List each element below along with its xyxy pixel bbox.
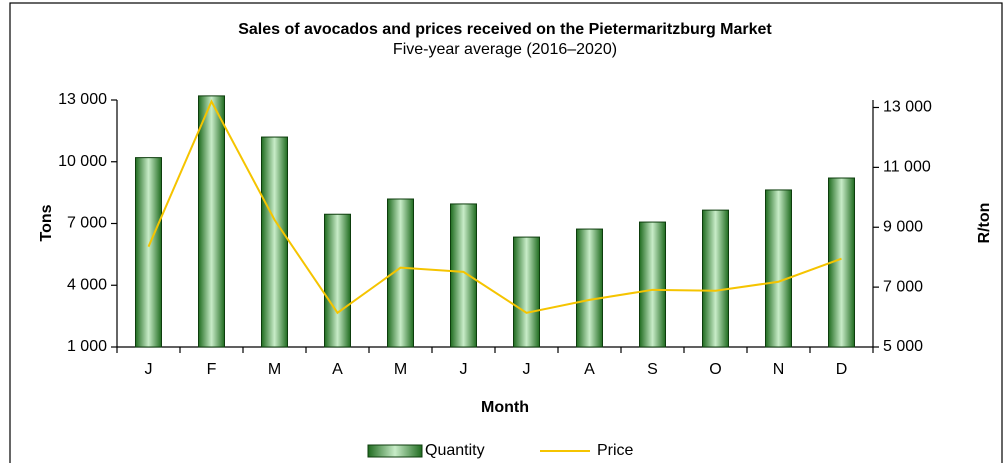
bar (702, 209, 729, 348)
x-tick-label: S (647, 361, 658, 378)
y2-axis-title: R/ton (976, 203, 993, 244)
bar (765, 189, 792, 348)
bar (513, 236, 540, 348)
y2-tick-label: 9 000 (883, 218, 923, 235)
legend-label: Price (597, 442, 634, 459)
x-tick-label: N (773, 361, 785, 378)
y-tick-label: 13 000 (58, 91, 107, 108)
x-tick-label: J (460, 361, 468, 378)
y2-tick-label: 13 000 (883, 99, 932, 116)
x-tick-label: F (207, 361, 217, 378)
x-tick-label: D (836, 361, 848, 378)
y-tick-label: 10 000 (58, 153, 107, 170)
y-tick-label: 7 000 (67, 215, 107, 232)
chart-title: Sales of avocados and prices received on… (238, 21, 772, 38)
x-tick-label: O (709, 361, 721, 378)
x-tick-label: M (394, 361, 407, 378)
bar (576, 228, 603, 348)
x-axis-title: Month (481, 399, 529, 416)
bar (639, 221, 666, 348)
y-tick-label: 4 000 (67, 276, 107, 293)
x-tick-label: A (332, 361, 343, 378)
y2-tick-label: 11 000 (883, 159, 931, 176)
chart-subtitle: Five-year average (2016–2020) (393, 41, 617, 58)
legend-swatch (367, 444, 423, 458)
bar (135, 157, 162, 348)
x-tick-label: A (584, 361, 595, 378)
bar (198, 95, 225, 348)
price-line (147, 99, 842, 315)
x-tick-label: M (268, 361, 281, 378)
bar (261, 136, 288, 348)
y-tick-label: 1 000 (67, 338, 107, 355)
x-tick-label: J (145, 361, 153, 378)
x-tick-label: J (523, 361, 531, 378)
y2-tick-label: 5 000 (883, 338, 923, 355)
y2-tick-label: 7 000 (883, 278, 923, 295)
bar (450, 203, 477, 348)
legend-label: Quantity (425, 442, 485, 459)
y-axis-title: Tons (38, 204, 55, 241)
bar (324, 213, 351, 348)
